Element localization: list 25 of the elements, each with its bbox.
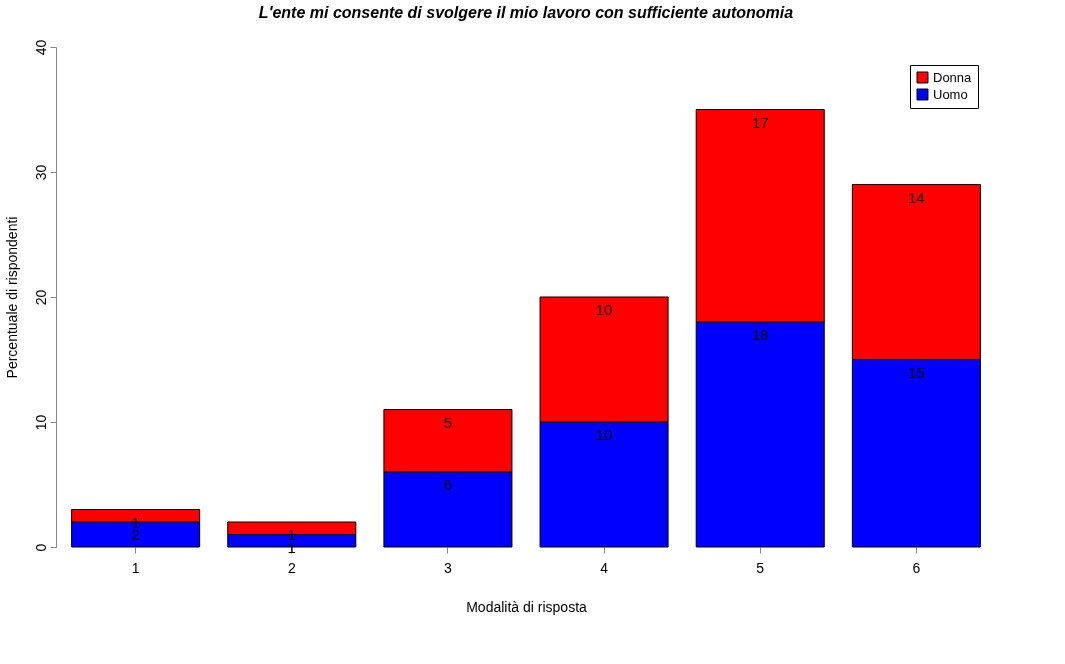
x-tick-label: 3 bbox=[444, 559, 453, 576]
x-tick-label: 5 bbox=[756, 559, 765, 576]
y-axis-title: Percentuale di rispondenti bbox=[3, 216, 20, 379]
y-tick-label: 0 bbox=[32, 543, 49, 552]
legend-label: Donna bbox=[933, 69, 973, 85]
data-label: 15 bbox=[908, 363, 925, 381]
data-label: 14 bbox=[908, 188, 925, 206]
data-label: 1 bbox=[131, 513, 140, 531]
x-tick-label: 4 bbox=[600, 559, 609, 576]
chart-title: L'ente mi consente di svolgere il mio lavoro con sufficiente autonomia bbox=[258, 4, 794, 22]
x-axis-title: Modalità di risposta bbox=[466, 598, 588, 615]
data-label: 10 bbox=[595, 301, 613, 318]
x-tick-label: 1 bbox=[131, 559, 140, 576]
y-tick-label: 10 bbox=[32, 414, 49, 431]
data-label: 18 bbox=[751, 326, 769, 343]
data-label: 6 bbox=[443, 476, 453, 493]
data-label: 5 bbox=[443, 413, 453, 431]
x-tick-label: 6 bbox=[912, 559, 921, 576]
data-label: 17 bbox=[751, 113, 769, 131]
x-tick-label: 2 bbox=[287, 559, 296, 576]
legend-label: Uomo bbox=[933, 86, 968, 102]
y-tick-label: 30 bbox=[32, 164, 49, 181]
data-label: 10 bbox=[595, 426, 613, 443]
y-tick-label: 20 bbox=[32, 289, 49, 306]
y-tick-label: 40 bbox=[32, 39, 49, 56]
